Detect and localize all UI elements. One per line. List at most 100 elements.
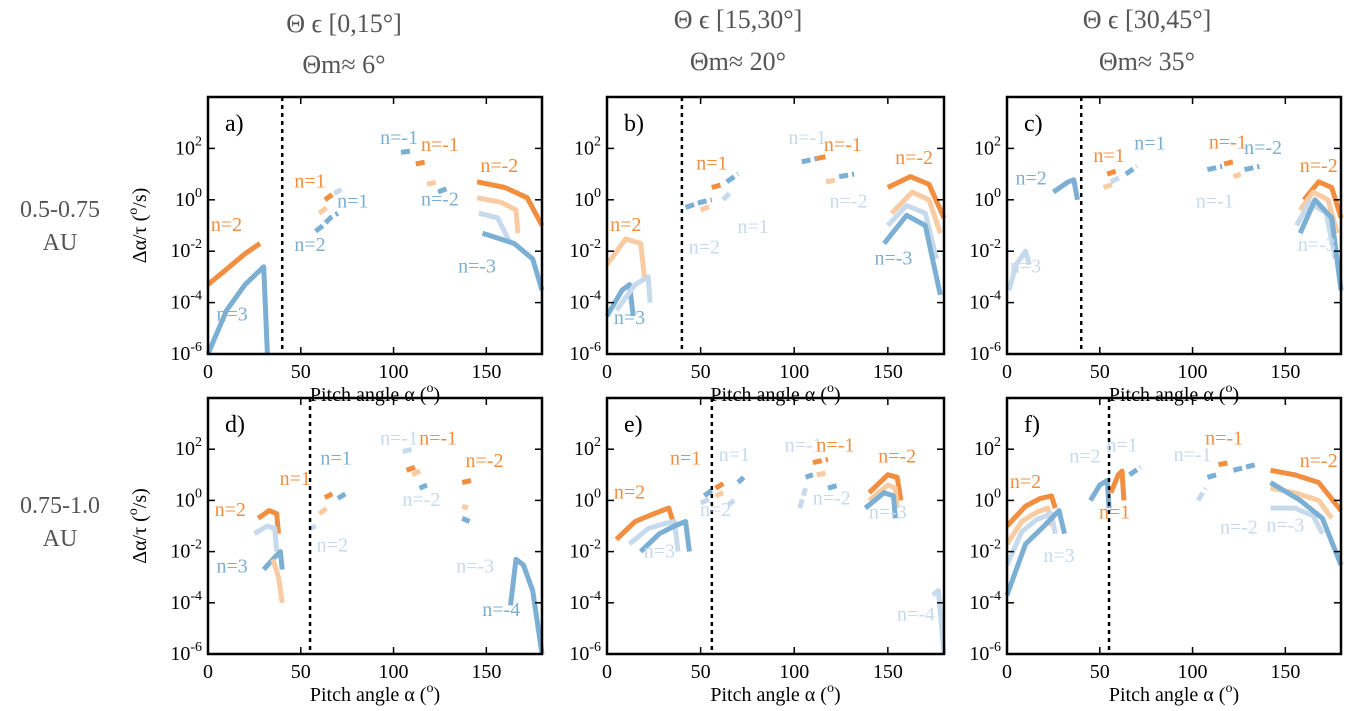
y-tick-label: 100	[574, 486, 601, 511]
series-line-8	[725, 172, 740, 184]
y-tick-label: 100	[974, 186, 1001, 211]
series-line-12	[838, 171, 855, 180]
series-label: n=1	[1134, 133, 1165, 155]
series-label: n=2	[610, 214, 641, 236]
series-line-9	[426, 179, 439, 187]
x-tick-label: 0	[1002, 661, 1012, 683]
x-tick-label: 150	[471, 361, 501, 383]
y-axis-label: Δα/τ (o/s)	[126, 188, 151, 264]
series-line-12	[812, 456, 829, 466]
plot-frame	[206, 95, 544, 356]
series-line-8	[415, 159, 428, 167]
series-label: n=2	[689, 237, 720, 259]
series-line-9	[801, 156, 818, 165]
x-axis-label: Pitch angle α (o)	[1109, 381, 1239, 406]
plot-frame	[206, 396, 544, 656]
series-line-6	[333, 187, 343, 196]
y-tick-label: 100	[974, 486, 1001, 511]
y-tick-label: 10-6	[170, 340, 202, 365]
series-label: n=2	[1069, 446, 1100, 468]
series-line-13	[886, 174, 947, 219]
panel-label: a)	[225, 111, 244, 137]
series-line-5	[323, 191, 336, 202]
series-label: n=-2	[1244, 137, 1282, 159]
series-line-2	[1051, 177, 1080, 201]
series-line-7	[721, 190, 733, 202]
series-label: n=-1	[788, 127, 826, 149]
series-label: n=1	[1106, 435, 1137, 457]
series-line-4	[684, 197, 713, 210]
y-tick-label: 10-2	[569, 237, 601, 262]
x-tick-label: 100	[1178, 361, 1208, 383]
chart-panel-4: 0 50 100 150 10-6 10-4 10-2 100 102 d) Pitch angle…	[126, 396, 545, 706]
series-label: n=-2	[813, 487, 851, 509]
x-axis-label: Pitch angle α (o)	[310, 681, 440, 706]
series-label: n=-3	[1266, 515, 1304, 537]
x-tick-label: 50	[691, 661, 711, 683]
series-label: n=1	[280, 468, 311, 490]
x-tick-label: 100	[779, 661, 809, 683]
series-label: n=-1	[785, 435, 823, 457]
series-line-3	[1106, 167, 1120, 177]
x-axis-label: Pitch angle α (o)	[710, 381, 840, 406]
x-tick-label: 150	[873, 661, 903, 683]
series-line-4	[699, 496, 713, 506]
y-tick-label: 10-6	[969, 640, 1001, 665]
series-line-12	[1270, 467, 1343, 513]
series-line-15	[867, 472, 904, 501]
y-tick-label: 10-6	[569, 640, 601, 665]
series-label: n=-1	[419, 428, 457, 450]
series-label: n=1	[320, 448, 351, 470]
series-label: n=2	[215, 499, 246, 521]
y-tick-label: 10-4	[569, 589, 601, 614]
series-line-13	[478, 210, 513, 245]
series-label: n=2	[1015, 167, 1046, 189]
series-label: n=3	[1010, 255, 1041, 277]
series-line-14	[889, 189, 943, 235]
series-line-15	[1269, 480, 1344, 566]
series-line-13	[1294, 199, 1338, 260]
series-label: n=-1	[1205, 428, 1243, 450]
series-label: n=-3	[1298, 234, 1336, 256]
series-label: n=2	[614, 481, 645, 503]
x-tick-label: 150	[1270, 661, 1300, 683]
x-tick-label: 0	[203, 661, 213, 683]
y-tick-label: 100	[574, 186, 601, 211]
y-tick-label: 100	[175, 186, 202, 211]
y-tick-label: 10-6	[969, 340, 1001, 365]
series-line-6	[1124, 164, 1139, 177]
series-label: n=-1	[1196, 191, 1234, 213]
y-tick-label: 10-6	[170, 640, 202, 665]
series-label: n=-1	[1209, 131, 1247, 153]
series-label: n=-2	[1300, 155, 1338, 177]
series-line-17	[863, 490, 898, 519]
series-line-18	[931, 588, 947, 655]
series-label: n=-2	[878, 446, 916, 468]
x-tick-label: 100	[1178, 661, 1208, 683]
series-label: n=-1	[824, 134, 862, 156]
series-label: n=1	[670, 448, 701, 470]
series-line-6	[1108, 468, 1127, 501]
series-line-12	[476, 195, 521, 234]
series-label: n=3	[216, 556, 247, 578]
series-line-13	[461, 478, 473, 485]
series-line-7	[400, 148, 413, 155]
x-tick-label: 100	[779, 361, 809, 383]
series-label: n=-2	[830, 191, 868, 213]
series-line-4	[1102, 181, 1114, 190]
y-tick-label: 102	[974, 435, 1001, 460]
series-line-8	[1223, 159, 1234, 167]
series-label: n=3	[216, 304, 247, 326]
panel-label: c)	[1024, 111, 1043, 137]
x-tick-label: 50	[291, 361, 311, 383]
series-label: n=3	[1043, 545, 1074, 567]
series-line-5	[699, 203, 713, 213]
row-header-2-line1: 0.75-1.0	[20, 493, 100, 519]
y-tick-label: 100	[175, 486, 202, 511]
series-line-13	[816, 470, 829, 478]
series-label: n=2	[1010, 471, 1041, 493]
series-label: n=-1	[421, 134, 459, 156]
series-line-9	[736, 475, 746, 485]
series-label: n=-4	[897, 604, 935, 626]
